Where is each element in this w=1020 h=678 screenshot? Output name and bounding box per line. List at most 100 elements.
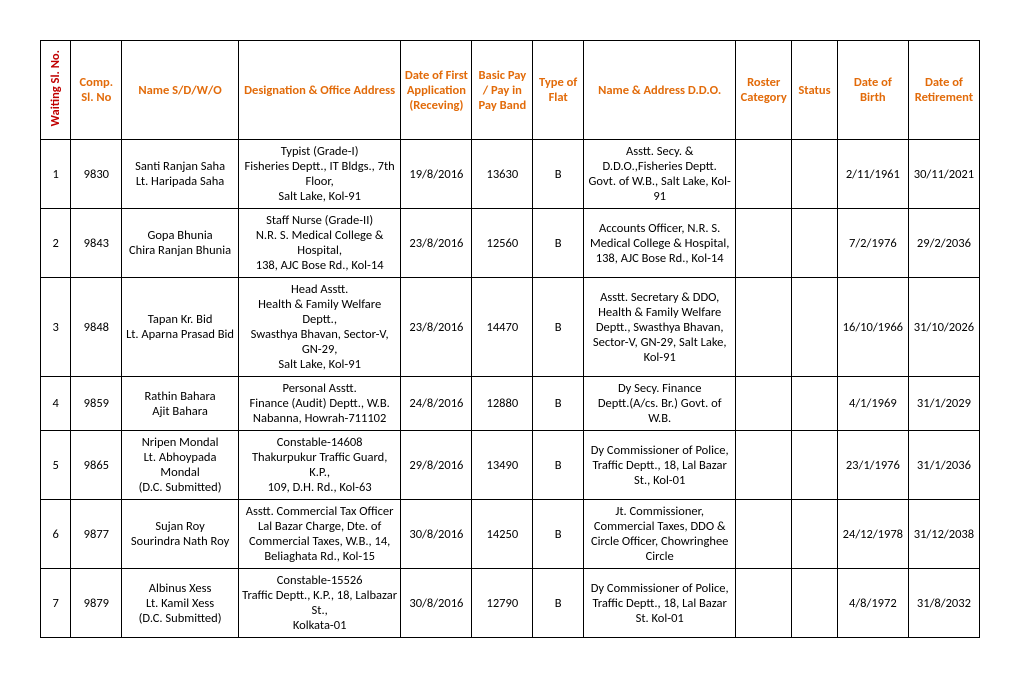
cell-comp: 9830: [71, 140, 122, 209]
cell-name: Gopa BhuniaChira Ranjan Bhunia: [122, 209, 239, 278]
col-dob: Date of Birth: [837, 41, 908, 140]
cell-name: Nripen MondalLt. Abhoypada Mondal(D.C. S…: [122, 431, 239, 500]
cell-designation: Constable-15526Traffic Deptt., K.P., 18,…: [238, 569, 400, 638]
cell-roster: [736, 569, 792, 638]
cell-roster: [736, 500, 792, 569]
cell-flat: B: [533, 569, 584, 638]
cell-status: [792, 278, 838, 377]
cell-dob: 24/12/1978: [837, 500, 908, 569]
cell-basicpay: 13490: [472, 431, 533, 500]
cell-ddo: Dy Commissioner of Police,Traffic Deptt.…: [584, 431, 736, 500]
cell-comp: 9865: [71, 431, 122, 500]
cell-dor: 29/2/2036: [908, 209, 979, 278]
cell-dob: 4/8/1972: [837, 569, 908, 638]
col-designation: Designation & Office Address: [238, 41, 400, 140]
cell-waiting: 6: [41, 500, 71, 569]
cell-name: Santi Ranjan SahaLt. Haripada Saha: [122, 140, 239, 209]
col-roster: Roster Category: [736, 41, 792, 140]
cell-dofa: 30/8/2016: [401, 569, 472, 638]
cell-designation: Asstt. Commercial Tax OfficerLal Bazar C…: [238, 500, 400, 569]
cell-designation: Constable-14608Thakurpukur Traffic Guard…: [238, 431, 400, 500]
cell-ddo: Jt. Commissioner,Commercial Taxes, DDO &…: [584, 500, 736, 569]
cell-name: Albinus XessLt. Kamil Xess(D.C. Submitte…: [122, 569, 239, 638]
cell-dofa: 24/8/2016: [401, 377, 472, 431]
cell-dofa: 23/8/2016: [401, 278, 472, 377]
cell-ddo: Dy Commissioner of Police,Traffic Deptt.…: [584, 569, 736, 638]
table-row: 29843Gopa BhuniaChira Ranjan BhuniaStaff…: [41, 209, 980, 278]
cell-flat: B: [533, 140, 584, 209]
cell-status: [792, 209, 838, 278]
table-row: 39848Tapan Kr. BidLt. Aparna Prasad BidH…: [41, 278, 980, 377]
cell-dofa: 19/8/2016: [401, 140, 472, 209]
cell-dob: 4/1/1969: [837, 377, 908, 431]
cell-dor: 31/12/2038: [908, 500, 979, 569]
col-dor: Date of Retirement: [908, 41, 979, 140]
cell-basicpay: 14250: [472, 500, 533, 569]
cell-basicpay: 14470: [472, 278, 533, 377]
cell-waiting: 3: [41, 278, 71, 377]
cell-ddo: Accounts Officer, N.R. S.Medical College…: [584, 209, 736, 278]
cell-flat: B: [533, 431, 584, 500]
cell-dor: 31/1/2029: [908, 377, 979, 431]
cell-name: Tapan Kr. BidLt. Aparna Prasad Bid: [122, 278, 239, 377]
cell-dob: 7/2/1976: [837, 209, 908, 278]
cell-waiting: 1: [41, 140, 71, 209]
cell-waiting: 7: [41, 569, 71, 638]
cell-dor: 31/10/2026: [908, 278, 979, 377]
cell-roster: [736, 209, 792, 278]
cell-basicpay: 12880: [472, 377, 533, 431]
cell-comp: 9859: [71, 377, 122, 431]
cell-dob: 2/11/1961: [837, 140, 908, 209]
cell-dob: 16/10/1966: [837, 278, 908, 377]
cell-comp: 9879: [71, 569, 122, 638]
cell-ddo: Asstt. Secy. &D.D.O.,Fisheries Deptt.Gov…: [584, 140, 736, 209]
cell-status: [792, 569, 838, 638]
cell-dofa: 29/8/2016: [401, 431, 472, 500]
cell-basicpay: 13630: [472, 140, 533, 209]
cell-basicpay: 12560: [472, 209, 533, 278]
cell-roster: [736, 278, 792, 377]
cell-waiting: 4: [41, 377, 71, 431]
cell-dofa: 30/8/2016: [401, 500, 472, 569]
cell-comp: 9843: [71, 209, 122, 278]
table-row: 79879Albinus XessLt. Kamil Xess(D.C. Sub…: [41, 569, 980, 638]
cell-basicpay: 12790: [472, 569, 533, 638]
cell-dor: 30/11/2021: [908, 140, 979, 209]
table-row: 69877Sujan RoySourindra Nath RoyAsstt. C…: [41, 500, 980, 569]
cell-comp: 9848: [71, 278, 122, 377]
table-row: 19830Santi Ranjan SahaLt. Haripada SahaT…: [41, 140, 980, 209]
header-row: Waiting Sl. No. Comp. Sl. No Name S/D/W/…: [41, 41, 980, 140]
cell-designation: Personal Asstt.Finance (Audit) Deptt., W…: [238, 377, 400, 431]
cell-dor: 31/8/2032: [908, 569, 979, 638]
cell-flat: B: [533, 209, 584, 278]
cell-roster: [736, 377, 792, 431]
cell-status: [792, 377, 838, 431]
cell-status: [792, 431, 838, 500]
col-flat: Type of Flat: [533, 41, 584, 140]
cell-flat: B: [533, 278, 584, 377]
cell-status: [792, 500, 838, 569]
cell-dor: 31/1/2036: [908, 431, 979, 500]
roster-table: Waiting Sl. No. Comp. Sl. No Name S/D/W/…: [40, 40, 980, 638]
table-row: 49859Rathin BaharaAjit BaharaPersonal As…: [41, 377, 980, 431]
cell-designation: Typist (Grade-I)Fisheries Deptt., IT Bld…: [238, 140, 400, 209]
cell-ddo: Dy Secy. FinanceDeptt.(A/cs. Br.) Govt. …: [584, 377, 736, 431]
cell-ddo: Asstt. Secretary & DDO,Health & Family W…: [584, 278, 736, 377]
col-basicpay: Basic Pay / Pay in Pay Band: [472, 41, 533, 140]
cell-name: Sujan RoySourindra Nath Roy: [122, 500, 239, 569]
cell-designation: Staff Nurse (Grade-II)N.R. S. Medical Co…: [238, 209, 400, 278]
cell-roster: [736, 140, 792, 209]
col-waiting: Waiting Sl. No.: [41, 41, 71, 140]
cell-waiting: 2: [41, 209, 71, 278]
cell-status: [792, 140, 838, 209]
col-ddo: Name & Address D.D.O.: [584, 41, 736, 140]
col-name: Name S/D/W/O: [122, 41, 239, 140]
cell-name: Rathin BaharaAjit Bahara: [122, 377, 239, 431]
cell-waiting: 5: [41, 431, 71, 500]
table-row: 59865Nripen MondalLt. Abhoypada Mondal(D…: [41, 431, 980, 500]
col-comp: Comp. Sl. No: [71, 41, 122, 140]
col-dofa: Date of First Application (Receving): [401, 41, 472, 140]
col-status: Status: [792, 41, 838, 140]
cell-flat: B: [533, 377, 584, 431]
cell-designation: Head Asstt.Health & Family Welfare Deptt…: [238, 278, 400, 377]
